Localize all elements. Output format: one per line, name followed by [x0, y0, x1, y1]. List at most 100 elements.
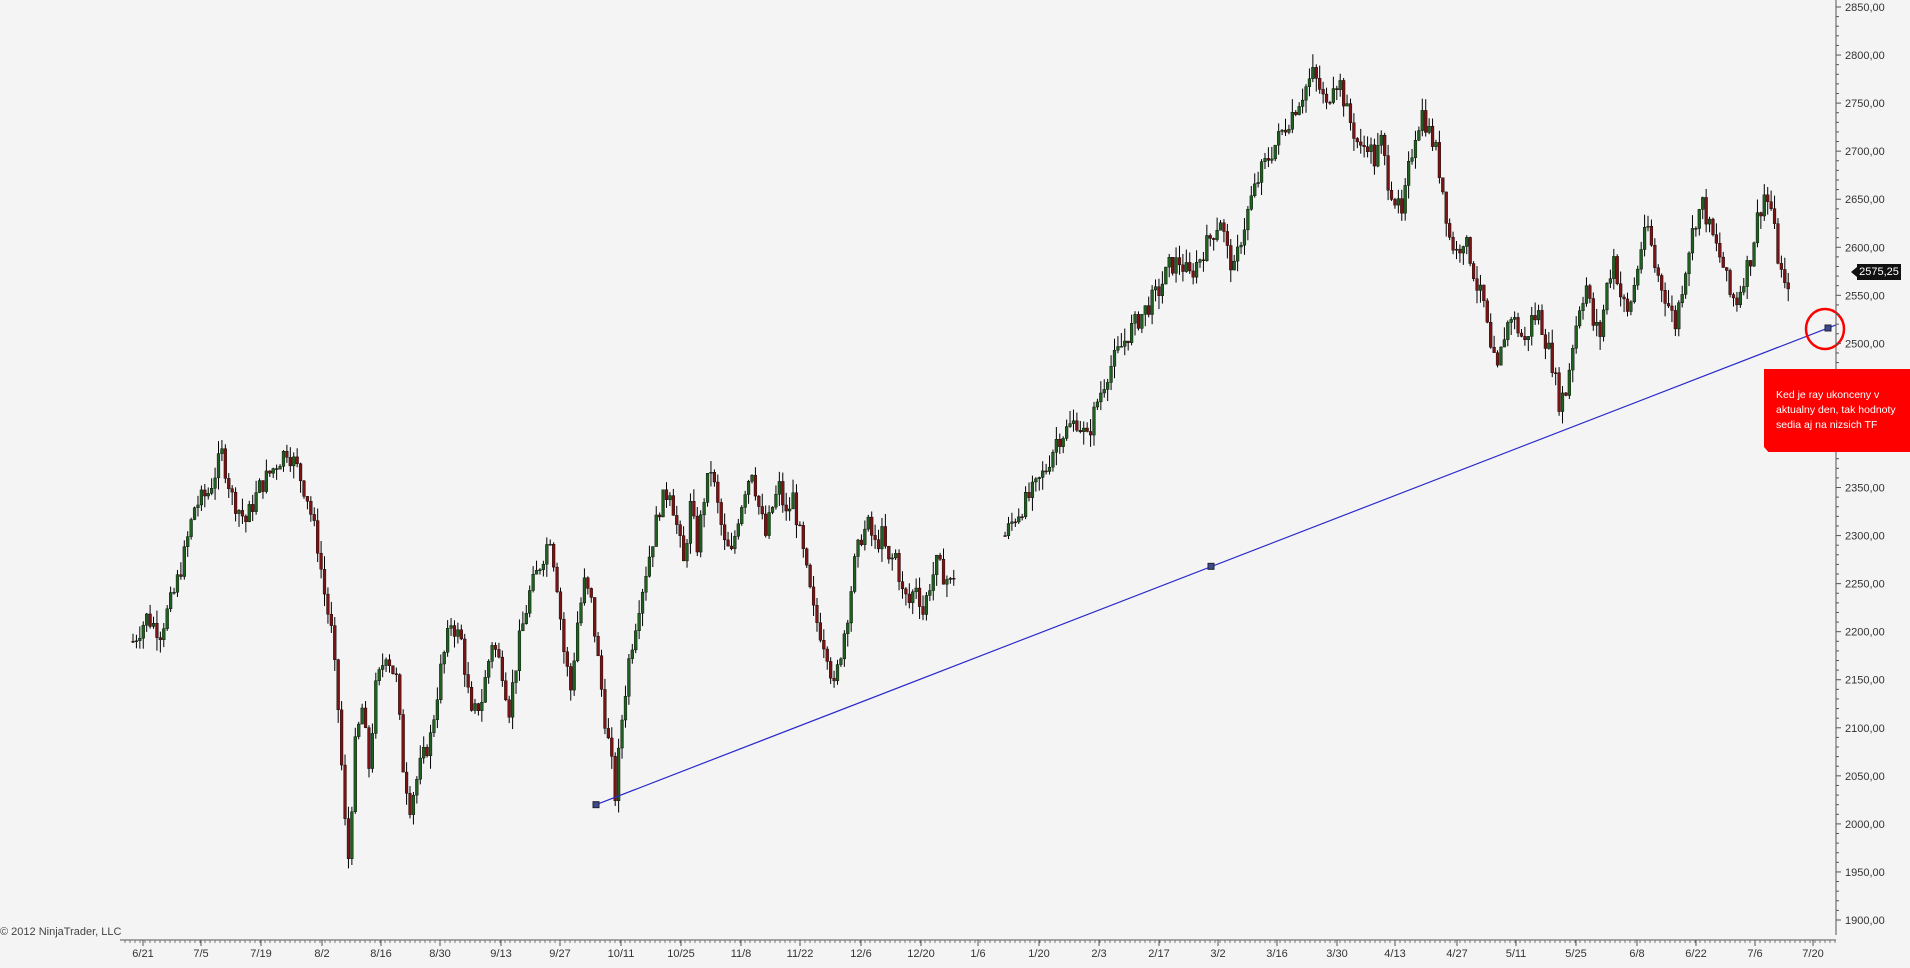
candle-body — [948, 578, 952, 580]
candle-body — [220, 448, 224, 454]
candle-body — [565, 651, 569, 667]
candle-body — [558, 591, 563, 620]
y-tick-label: 2000,00 — [1845, 819, 1885, 831]
candle-body — [1612, 256, 1616, 279]
candle-body — [493, 645, 498, 650]
candle-body — [781, 481, 785, 506]
candle-body — [1136, 314, 1141, 329]
candle-body — [175, 574, 180, 593]
candle-body — [1352, 122, 1356, 139]
candle-body — [1742, 286, 1746, 293]
candle-body — [1256, 182, 1260, 185]
candle-body — [1365, 146, 1370, 152]
candle-body — [377, 669, 381, 681]
candle-body — [880, 526, 884, 550]
y-tick-label: 2350,00 — [1845, 483, 1885, 495]
candle-body — [1430, 126, 1435, 147]
candle-body — [131, 641, 135, 643]
candle-body — [162, 628, 166, 640]
x-tick-label: 12/6 — [850, 948, 871, 960]
candle-body — [1184, 262, 1188, 272]
x-tick-label: 6/22 — [1685, 948, 1706, 960]
candle-body — [1212, 238, 1216, 240]
trend-ray[interactable] — [592, 324, 1837, 809]
candle-body — [784, 504, 788, 512]
candle-body — [1027, 492, 1031, 498]
candle-body — [1564, 392, 1568, 396]
candle-body — [1752, 242, 1756, 267]
candle-body — [1058, 438, 1062, 447]
candle-body — [1584, 285, 1589, 304]
candle-body — [141, 624, 145, 639]
candle-body — [1684, 273, 1688, 295]
candle-body — [1328, 102, 1332, 104]
candle-body — [863, 528, 867, 545]
annotation-circle — [1804, 307, 1846, 351]
y-tick-label: 1950,00 — [1845, 867, 1885, 879]
candle-body — [859, 539, 864, 545]
candle-body — [333, 625, 337, 660]
candle-body — [1588, 285, 1592, 299]
candle-body — [449, 625, 453, 629]
candle-body — [852, 556, 857, 592]
candle-body — [483, 677, 487, 703]
candle-body — [363, 707, 368, 728]
candle-body — [1140, 314, 1144, 329]
candle-body — [254, 492, 258, 512]
candle-body — [575, 622, 580, 662]
candle-body — [1745, 260, 1749, 287]
candle-body — [1324, 93, 1329, 103]
candle-body — [921, 606, 925, 615]
candle-body — [247, 504, 251, 523]
x-tick-label: 8/16 — [370, 948, 391, 960]
candle-body — [658, 514, 662, 518]
candle-body — [1653, 244, 1657, 268]
candle-body — [842, 633, 846, 660]
x-tick-label: 1/6 — [970, 948, 985, 960]
candle-body — [1519, 332, 1524, 337]
candle-body — [203, 489, 207, 497]
candle-body — [1116, 346, 1120, 351]
candle-body — [1448, 223, 1452, 238]
candle-body — [1239, 244, 1243, 248]
candle-body — [435, 699, 439, 720]
candle-body — [514, 670, 518, 683]
candle-body — [1400, 198, 1404, 214]
annotation-layer — [1804, 307, 1846, 351]
candle-body — [664, 489, 669, 500]
candle-body — [1393, 199, 1397, 206]
y-tick-label: 2050,00 — [1845, 771, 1885, 783]
candle-body — [1711, 218, 1715, 235]
candle-body — [329, 614, 333, 626]
candle-body — [1690, 228, 1695, 254]
candle-body — [723, 524, 727, 541]
y-tick-label: 2250,00 — [1845, 579, 1885, 591]
candle-body — [1294, 112, 1298, 115]
candle-body — [1557, 372, 1561, 412]
candle-body — [1629, 301, 1633, 312]
candle-body — [1331, 88, 1335, 103]
candle-body — [1273, 144, 1277, 160]
candle-body — [439, 663, 443, 700]
candle-body — [682, 535, 686, 562]
candle-body — [1670, 305, 1674, 311]
candle-body — [774, 494, 778, 508]
candle-body — [952, 578, 956, 580]
candle-body — [210, 488, 214, 494]
candle-body — [158, 637, 162, 640]
candle-body — [1639, 249, 1643, 270]
candle-body — [938, 555, 942, 560]
candle-body — [1410, 157, 1414, 162]
candle-body — [829, 661, 833, 679]
annotation-note[interactable]: Ked je ray ukonceny v aktualny den, tak … — [1764, 369, 1910, 452]
candle-body — [278, 466, 282, 470]
candle-body — [890, 557, 894, 560]
candle-body — [1126, 340, 1130, 343]
candle-body — [729, 545, 734, 549]
candle-body — [1485, 300, 1489, 323]
candle-body — [264, 470, 268, 492]
candle-body — [292, 456, 296, 467]
candle-body — [1642, 227, 1647, 250]
